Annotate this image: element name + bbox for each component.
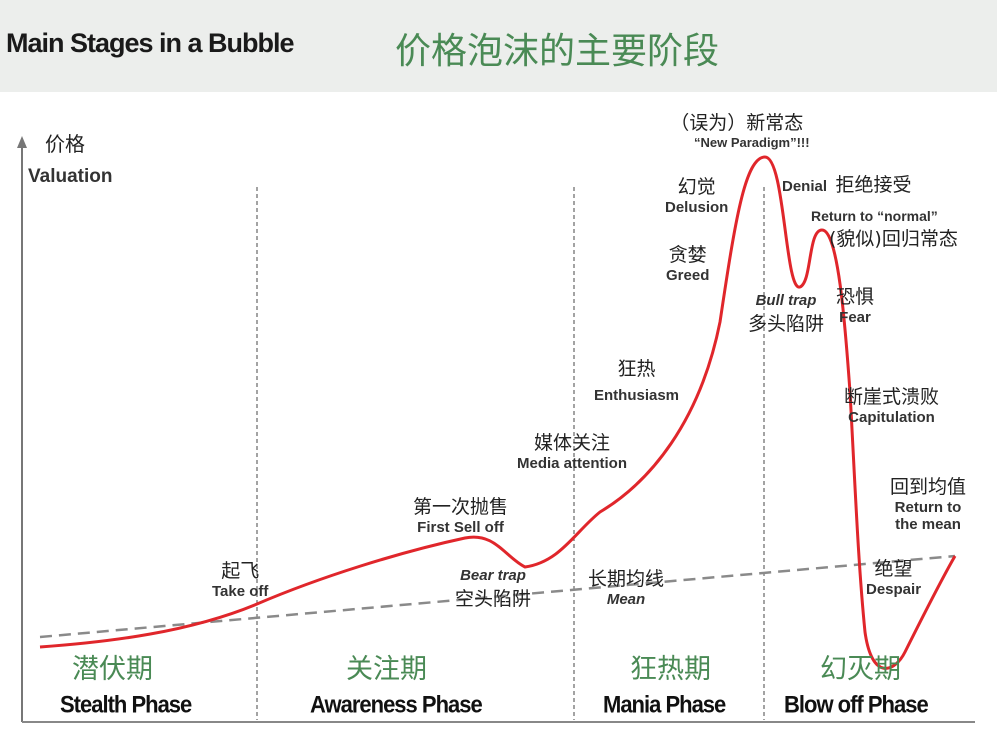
title-en: Main Stages in a Bubble <box>6 28 295 58</box>
phase-stealth-cn: 潜伏期 <box>72 654 153 685</box>
price-curve <box>39 155 957 670</box>
annotation-denial: Denial 拒绝接受 <box>782 174 912 196</box>
header: Main Stages in a Bubble 价格泡沫的主要阶段 <box>0 0 997 92</box>
annotation-takeoff: 起飞 Take off <box>212 560 269 600</box>
annotation-enthusiasm: 狂热 Enthusiasm <box>594 358 680 404</box>
bubble-diagram: 价格 Valuation 起飞 Take off 第一次抛售 First Sel… <box>0 92 997 730</box>
annotation-return-normal: Return to “normal” (貌似)回归常态 <box>811 208 958 250</box>
phase-blowoff-en: Blow off Phase <box>784 690 929 719</box>
annotation-media-attention: 媒体关注 Media attention <box>517 432 628 472</box>
phase-stealth-en: Stealth Phase <box>60 690 192 719</box>
annotation-new-paradigm: （误为）新常态 “New Paradigm”!!! <box>670 112 810 150</box>
y-axis-arrow-icon <box>17 136 27 148</box>
y-axis-label-cn: 价格 <box>45 134 85 156</box>
annotation-delusion: 幻觉 Delusion <box>665 176 729 216</box>
phase-mania-cn: 狂热期 <box>630 654 711 685</box>
annotation-bull-trap: Bull trap 多头陷阱 <box>748 292 825 335</box>
annotation-return-mean: 回到均值 Return to the mean <box>890 476 967 533</box>
annotation-first-selloff: 第一次抛售 First Sell off <box>413 496 509 536</box>
annotation-fear: 恐惧 Fear <box>836 286 875 326</box>
annotation-mean: 长期均线 Mean <box>588 568 665 608</box>
title-cn: 价格泡沫的主要阶段 <box>395 31 720 72</box>
diagram-graphics <box>17 136 975 723</box>
phase-blowoff-cn: 幻灭期 <box>820 654 901 685</box>
phase-mania-en: Mania Phase <box>603 690 726 719</box>
phase-awareness-cn: 关注期 <box>346 654 427 685</box>
annotation-despair: 绝望 Despair <box>866 558 922 598</box>
annotation-bear-trap: Bear trap 空头陷阱 <box>455 567 532 610</box>
annotation-capitulation: 断崖式溃败 Capitulation <box>844 386 940 426</box>
y-axis-label-en: Valuation <box>28 166 113 187</box>
annotation-greed: 贪婪 Greed <box>666 244 710 284</box>
phase-awareness-en: Awareness Phase <box>310 690 483 719</box>
